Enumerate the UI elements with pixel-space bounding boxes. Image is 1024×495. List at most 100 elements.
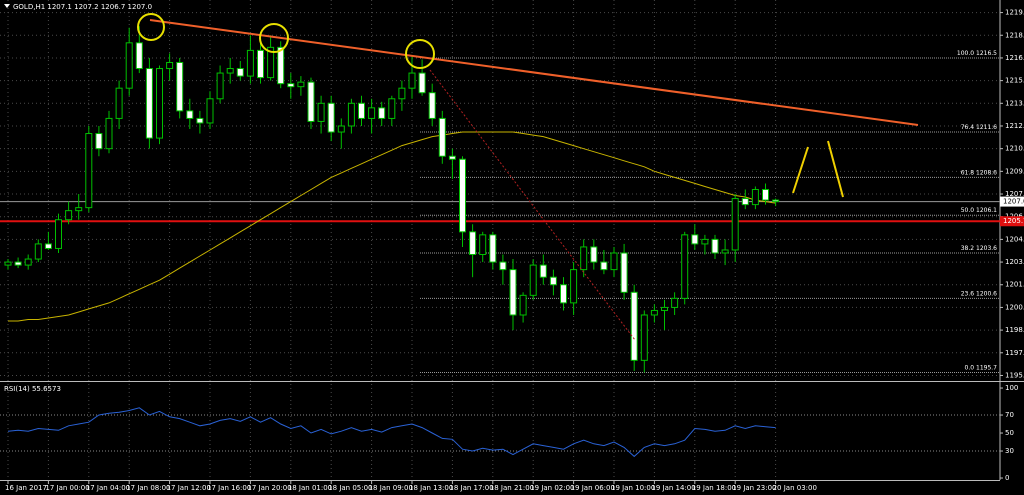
x-tick-label: 19 Jan 10:00 xyxy=(611,484,655,492)
candle-body xyxy=(721,249,729,254)
candle-body xyxy=(560,284,567,304)
candle-body xyxy=(287,83,295,88)
candle-body xyxy=(125,42,133,89)
y-tick-label: 1219.5 xyxy=(1005,9,1024,17)
x-tick-label: 19 Jan 14:00 xyxy=(651,484,695,492)
candle-body xyxy=(539,264,547,278)
y-tick-label: 100 xyxy=(1005,384,1018,392)
y-tick-label: 1207.5 xyxy=(1005,190,1024,198)
y-tick-label: 50 xyxy=(1005,429,1014,437)
x-tick-label: 18 Jan 05:00 xyxy=(328,484,372,492)
candle-body xyxy=(701,238,709,245)
x-tick-label: 19 Jan 06:00 xyxy=(571,484,615,492)
candle-body xyxy=(650,309,658,316)
candle-body xyxy=(24,258,32,266)
candle-body xyxy=(368,107,376,119)
fib-label: 0.0 1195.7 xyxy=(965,364,998,371)
y-tick-label: 1216.5 xyxy=(1005,54,1024,62)
candle-body xyxy=(297,81,305,88)
candle-body xyxy=(620,252,628,293)
candle-body xyxy=(145,68,153,139)
y-tick-label: 1213.5 xyxy=(1005,99,1024,107)
x-tick-label: 18 Jan 21:00 xyxy=(490,484,534,492)
fib-label: 61.8 1208.6 xyxy=(961,169,997,176)
x-tick-label: 17 Jan 20:00 xyxy=(247,484,291,492)
x-tick-label: 18 Jan 13:00 xyxy=(409,484,453,492)
y-tick-label: 1218.0 xyxy=(1005,31,1024,39)
rsi-line xyxy=(7,407,776,458)
candle-body xyxy=(388,98,396,119)
fib-price-text: 1195.7 xyxy=(976,364,997,371)
candle-body xyxy=(307,81,315,122)
x-tick-label: 19 Jan 02:00 xyxy=(530,484,574,492)
support-label: 1205.7 xyxy=(1003,217,1024,225)
candle-body xyxy=(448,155,456,160)
candle-body xyxy=(277,46,285,85)
highlight-circle xyxy=(405,39,435,69)
x-tick-label: 17 Jan 12:00 xyxy=(167,484,211,492)
x-tick-label: 17 Jan 08:00 xyxy=(126,484,170,492)
candle-body xyxy=(741,198,749,206)
fib-price-text: 1200.6 xyxy=(976,290,997,297)
candle-body xyxy=(751,188,759,206)
candle-body xyxy=(600,261,608,271)
y-tick-label: 1197.0 xyxy=(1005,349,1024,357)
candle-body xyxy=(347,102,355,127)
candle-body xyxy=(257,49,264,79)
y-tick-label: 1204.5 xyxy=(1005,235,1024,243)
support-label-box xyxy=(1000,216,1024,227)
candle-body xyxy=(438,117,446,157)
projection-arrow xyxy=(792,146,809,194)
grid xyxy=(0,0,1000,480)
candle-body xyxy=(95,133,103,150)
fib-label: 76.4 1211.6 xyxy=(961,124,997,131)
candle-body xyxy=(549,276,557,286)
y-tick-label: 1195.5 xyxy=(1005,371,1024,379)
candle-body xyxy=(630,291,638,361)
x-tick-label: 19 Jan 23:00 xyxy=(732,484,776,492)
candle-body xyxy=(226,68,234,74)
candle-body xyxy=(529,264,537,296)
marks xyxy=(0,26,1000,458)
candle-body xyxy=(267,46,275,79)
fib-level-text: 76.4 xyxy=(961,124,975,131)
candle-body xyxy=(327,102,335,133)
moving-average xyxy=(8,131,776,322)
x-tick-label: 20 Jan 03:00 xyxy=(773,484,817,492)
indicator-title: RSI(14) 55.6573 xyxy=(4,385,61,393)
y-tick-label: 0 xyxy=(1005,474,1009,482)
candle-body xyxy=(610,252,618,271)
fib-price-text: 1208.6 xyxy=(976,169,997,176)
candle-body xyxy=(236,68,244,77)
fib-price-text: 1203.6 xyxy=(976,244,997,251)
candle-body xyxy=(570,269,578,304)
candle-body xyxy=(166,61,174,70)
fib-level-text: 0.0 xyxy=(965,364,975,371)
chart-header: GOLD,H1 1207.1 1207.2 1206.7 1207.0 xyxy=(13,3,152,11)
y-tick-label: 30 xyxy=(1005,447,1014,455)
x-tick-label: 19 Jan 18:00 xyxy=(692,484,736,492)
fib-label: 50.0 1206.1 xyxy=(961,207,997,214)
candle-body xyxy=(459,158,466,233)
y-tick-label: 1212.0 xyxy=(1005,122,1024,130)
candle-body xyxy=(206,98,214,124)
candle-body xyxy=(691,234,699,245)
candle-body xyxy=(408,72,416,89)
candle-body xyxy=(762,188,769,201)
y-tick-label: 70 xyxy=(1005,411,1014,419)
fib-level-text: 100.0 xyxy=(957,49,974,56)
trendline xyxy=(149,19,919,126)
candle-body xyxy=(4,261,12,266)
x-tick-label: 18 Jan 09:00 xyxy=(369,484,413,492)
candle-body xyxy=(317,102,325,122)
projection-arrow xyxy=(827,140,844,198)
candle-body xyxy=(378,107,386,119)
candle-body xyxy=(135,42,143,70)
current-price-box xyxy=(1000,196,1024,207)
candle-body xyxy=(469,231,477,256)
y-tick-label: 1215.0 xyxy=(1005,77,1024,85)
header-icon xyxy=(4,4,10,8)
y-tick-label: 1200.0 xyxy=(1005,303,1024,311)
fib-price-text: 1206.1 xyxy=(976,207,997,214)
